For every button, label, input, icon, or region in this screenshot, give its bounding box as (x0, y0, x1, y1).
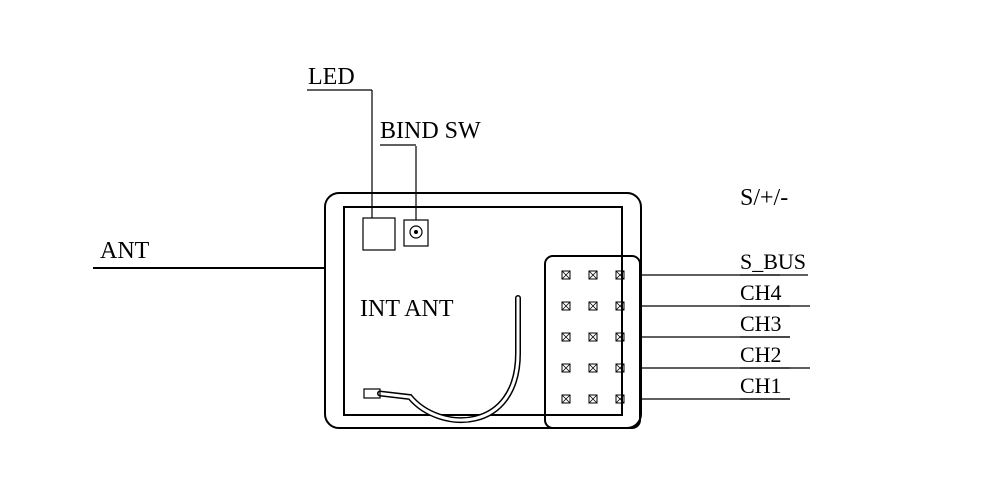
label-ch4: CH4 (740, 280, 782, 305)
pin-r0-c0 (562, 271, 570, 279)
pin-r3-c0 (562, 364, 570, 372)
pin-r4-c0 (562, 395, 570, 403)
int-ant-label: INT ANT (360, 296, 454, 322)
ant-label: ANT (100, 238, 150, 264)
label-s_bus: S_BUS (740, 249, 806, 274)
pin-r2-c0 (562, 333, 570, 341)
pin-header-block (545, 256, 640, 428)
label-ch1: CH1 (740, 373, 782, 398)
pin-r0-c1 (589, 271, 597, 279)
led-label: LED (308, 64, 355, 90)
led-box (363, 218, 395, 250)
pin-r1-c1 (589, 302, 597, 310)
pin-r4-c1 (589, 395, 597, 403)
pin-r1-c0 (562, 302, 570, 310)
pin-r2-c1 (589, 333, 597, 341)
bind-sw-label: BIND SW (380, 118, 481, 144)
s-plus-minus-label: S/+/- (740, 185, 788, 211)
label-ch2: CH2 (740, 342, 782, 367)
label-ch3: CH3 (740, 311, 782, 336)
pin-r3-c1 (589, 364, 597, 372)
bind-sw-center (414, 230, 418, 234)
